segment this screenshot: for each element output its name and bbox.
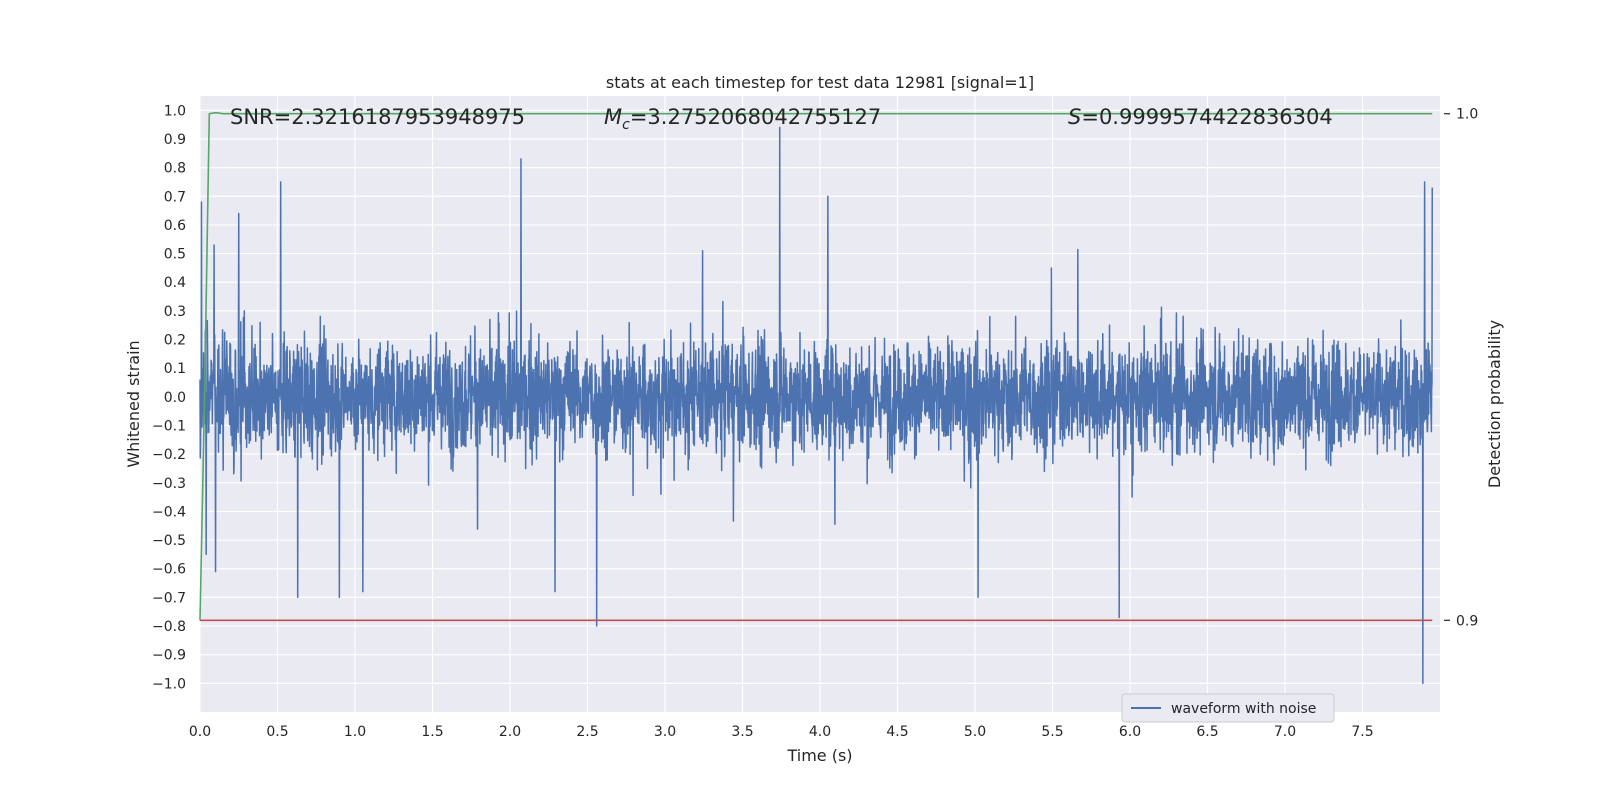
y-tick-label: −0.8: [152, 619, 186, 635]
x-tick-label: 0.0: [189, 724, 211, 740]
y-tick-label: −0.7: [152, 590, 186, 606]
y-tick-label: 0.3: [164, 304, 186, 320]
y-tick-label: −0.1: [152, 418, 186, 434]
x-tick-label: 1.5: [421, 724, 443, 740]
y-axis-title: Whitened strain: [124, 340, 143, 467]
y-tick-label: 0.4: [164, 275, 186, 291]
x-tick-label: 6.0: [1119, 724, 1141, 740]
detection-stat-annotation: S=0.9999574422836304: [1068, 105, 1333, 129]
detection-probability-line: [199, 111, 1433, 621]
y-tick-label: −0.9: [152, 648, 186, 664]
y-tick-label: 0.6: [164, 218, 186, 234]
detection-stat-value: =0.9999574422836304: [1081, 105, 1332, 129]
right-axis-title: Detection probability: [1485, 320, 1504, 488]
x-tick-label: 3.0: [654, 724, 676, 740]
x-axis-ticks: 0.0 0.5 1.0 1.5 2.0 2.5 3.0 3.5 4.0 4.5 5.0 5.5 6.0 6…: [189, 724, 1374, 740]
y-tick-label: 0.0: [164, 390, 186, 406]
y-tick-label: −0.3: [152, 476, 186, 492]
y-tick-label: 0.2: [164, 333, 186, 349]
legend: waveform with noise: [1121, 693, 1335, 723]
x-tick-label: 4.5: [886, 724, 908, 740]
x-tick-label: 3.5: [731, 724, 753, 740]
y-tick-label: −0.4: [152, 504, 186, 520]
chirp-mass-subscript: c: [622, 117, 630, 133]
x-tick-label: 6.5: [1196, 724, 1218, 740]
y-tick-label: 0.1: [164, 361, 186, 377]
y-axis-ticks: 1.0 0.9 0.8 0.7 0.6 0.5 0.4 0.3 0.2 0.1 0.0 −0.1 −0.…: [152, 103, 186, 692]
chart-title: stats at each timestep for test data 129…: [606, 73, 1034, 92]
x-tick-label: 7.0: [1274, 724, 1296, 740]
x-tick-label: 5.5: [1041, 724, 1063, 740]
chirp-mass-annotation: Mc=3.2752068042755127: [604, 105, 881, 133]
chirp-mass-value: =3.2752068042755127: [630, 105, 881, 129]
detection-stat-symbol: S: [1068, 105, 1081, 129]
x-tick-label: 7.5: [1351, 724, 1373, 740]
y-tick-label: 0.8: [164, 161, 186, 177]
right-axis-ticks: 1.0 0.9: [1444, 107, 1478, 629]
y-tick-label: −0.5: [152, 533, 186, 549]
y-tick-label: 0.5: [164, 247, 186, 263]
y-tick-label: −0.6: [152, 562, 186, 578]
x-tick-label: 0.5: [266, 724, 288, 740]
legend-label: waveform with noise: [1171, 701, 1316, 717]
snr-annotation: SNR=2.3216187953948975: [230, 105, 525, 129]
y-tick-label: −0.2: [152, 447, 186, 463]
waveform-line: [199, 126, 1433, 685]
x-axis-title: Time (s): [786, 746, 852, 765]
x-tick-label: 4.0: [809, 724, 831, 740]
y-tick-label: 0.7: [164, 189, 186, 205]
x-tick-label: 2.0: [499, 724, 521, 740]
right-tick-label: 0.9: [1456, 613, 1478, 629]
chirp-mass-symbol: M: [604, 105, 622, 129]
right-tick-label: 1.0: [1456, 107, 1478, 123]
y-tick-label: −1.0: [152, 676, 186, 692]
x-tick-label: 1.0: [344, 724, 366, 740]
series: [199, 111, 1433, 685]
y-tick-label: 1.0: [164, 103, 186, 119]
x-tick-label: 5.0: [964, 724, 986, 740]
x-tick-label: 2.5: [576, 724, 598, 740]
y-tick-label: 0.9: [164, 132, 186, 148]
legend-box: [1121, 693, 1335, 723]
